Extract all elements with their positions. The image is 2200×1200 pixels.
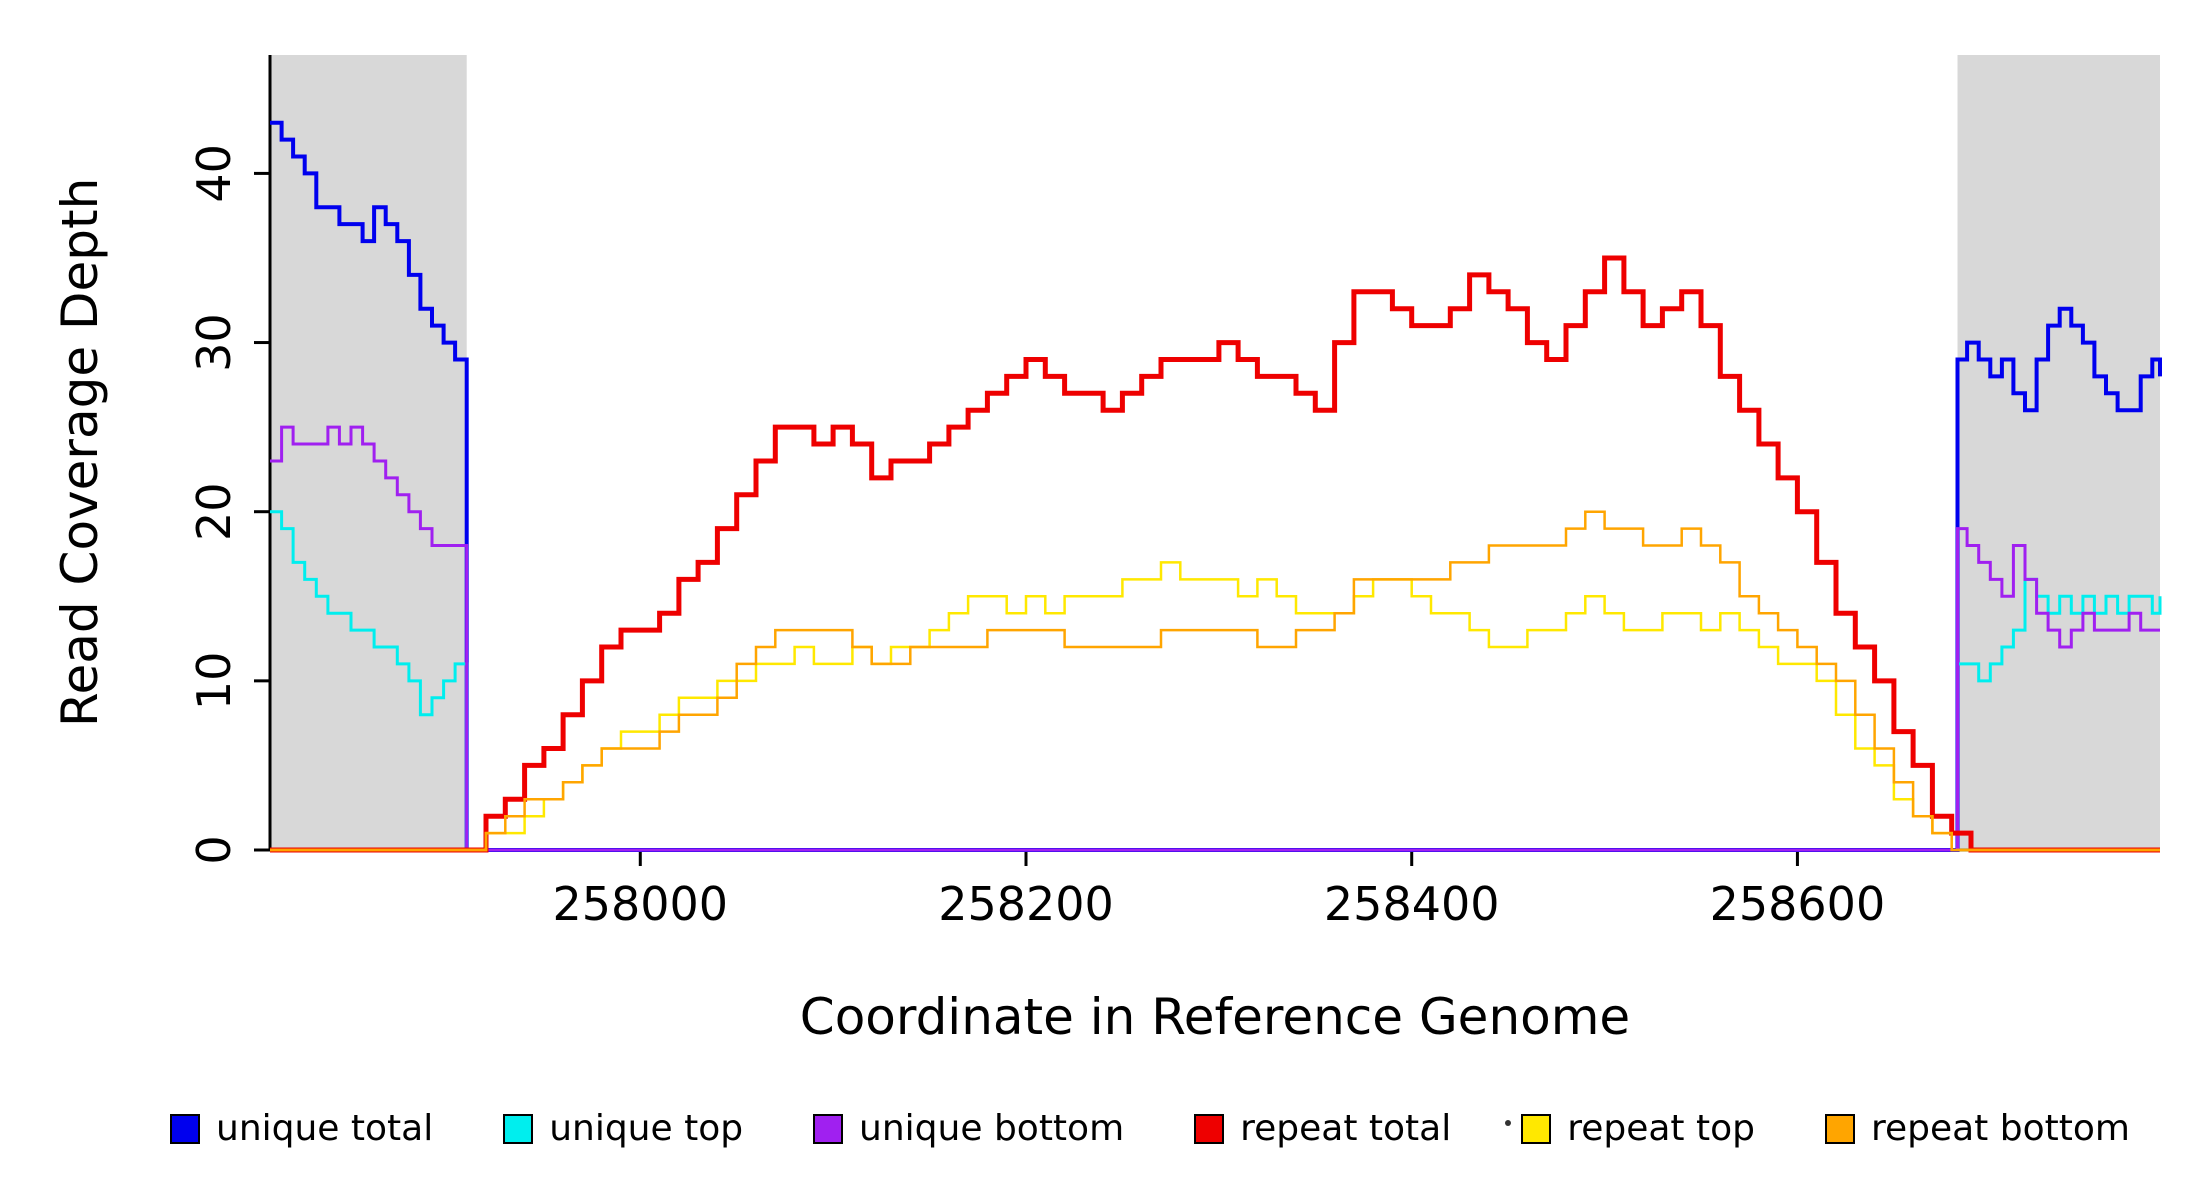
legend-label: unique bottom <box>859 1108 1125 1149</box>
shaded-flank-region <box>270 55 467 850</box>
legend: unique total unique top unique bottom repea… <box>170 1108 2130 1149</box>
legend-item-repeat-top: repeat top <box>1521 1108 1755 1149</box>
series-unique-bottom <box>270 425 2160 852</box>
legend-swatch-unique-top <box>503 1113 534 1144</box>
legend-swatch-unique-total <box>170 1113 200 1144</box>
legend-item-unique-bottom: unique bottom <box>813 1108 1124 1149</box>
legend-swatch-repeat-total <box>1194 1113 1225 1144</box>
y-tick-label: 20 <box>187 482 241 541</box>
shaded-flank-region <box>1957 55 2160 850</box>
legend-swatch-unique-bottom <box>813 1113 844 1144</box>
stray-dot <box>1505 1120 1511 1126</box>
legend-item-unique-total: unique total <box>170 1108 433 1149</box>
x-tick-label: 258000 <box>552 877 728 931</box>
y-axis-title: Read Coverage Depth <box>51 177 109 728</box>
legend-item-repeat-total: repeat total <box>1194 1108 1451 1149</box>
coverage-plot: 258000 258200 258400 258600 0 10 20 30 40 <box>187 55 2162 931</box>
y-tick-label: 0 <box>187 835 241 864</box>
series-repeat-bottom <box>270 510 2160 852</box>
legend-label: unique total <box>216 1108 434 1149</box>
y-tick-label: 10 <box>187 652 241 711</box>
x-tick-label: 258400 <box>1324 877 1500 931</box>
legend-label: repeat total <box>1240 1108 1452 1149</box>
series-unique-top <box>270 510 2162 852</box>
legend-label: unique top <box>549 1108 744 1149</box>
legend-swatch-repeat-top <box>1521 1113 1552 1144</box>
series-unique-total <box>270 120 2162 852</box>
legend-label: repeat bottom <box>1870 1108 2130 1149</box>
y-tick-label: 30 <box>187 313 241 372</box>
legend-item-unique-top: unique top <box>503 1108 743 1149</box>
legend-item-repeat-bottom: repeat bottom <box>1824 1108 2130 1149</box>
series-repeat-top <box>270 561 2160 852</box>
series-repeat-total <box>270 255 2160 853</box>
x-tick-label: 258600 <box>1710 877 1886 931</box>
legend-label: repeat top <box>1567 1108 1755 1149</box>
y-tick-label: 40 <box>187 144 241 203</box>
x-tick-label: 258200 <box>938 877 1114 931</box>
x-axis-title: Coordinate in Reference Genome <box>799 988 1631 1046</box>
legend-swatch-repeat-bottom <box>1824 1113 1855 1144</box>
